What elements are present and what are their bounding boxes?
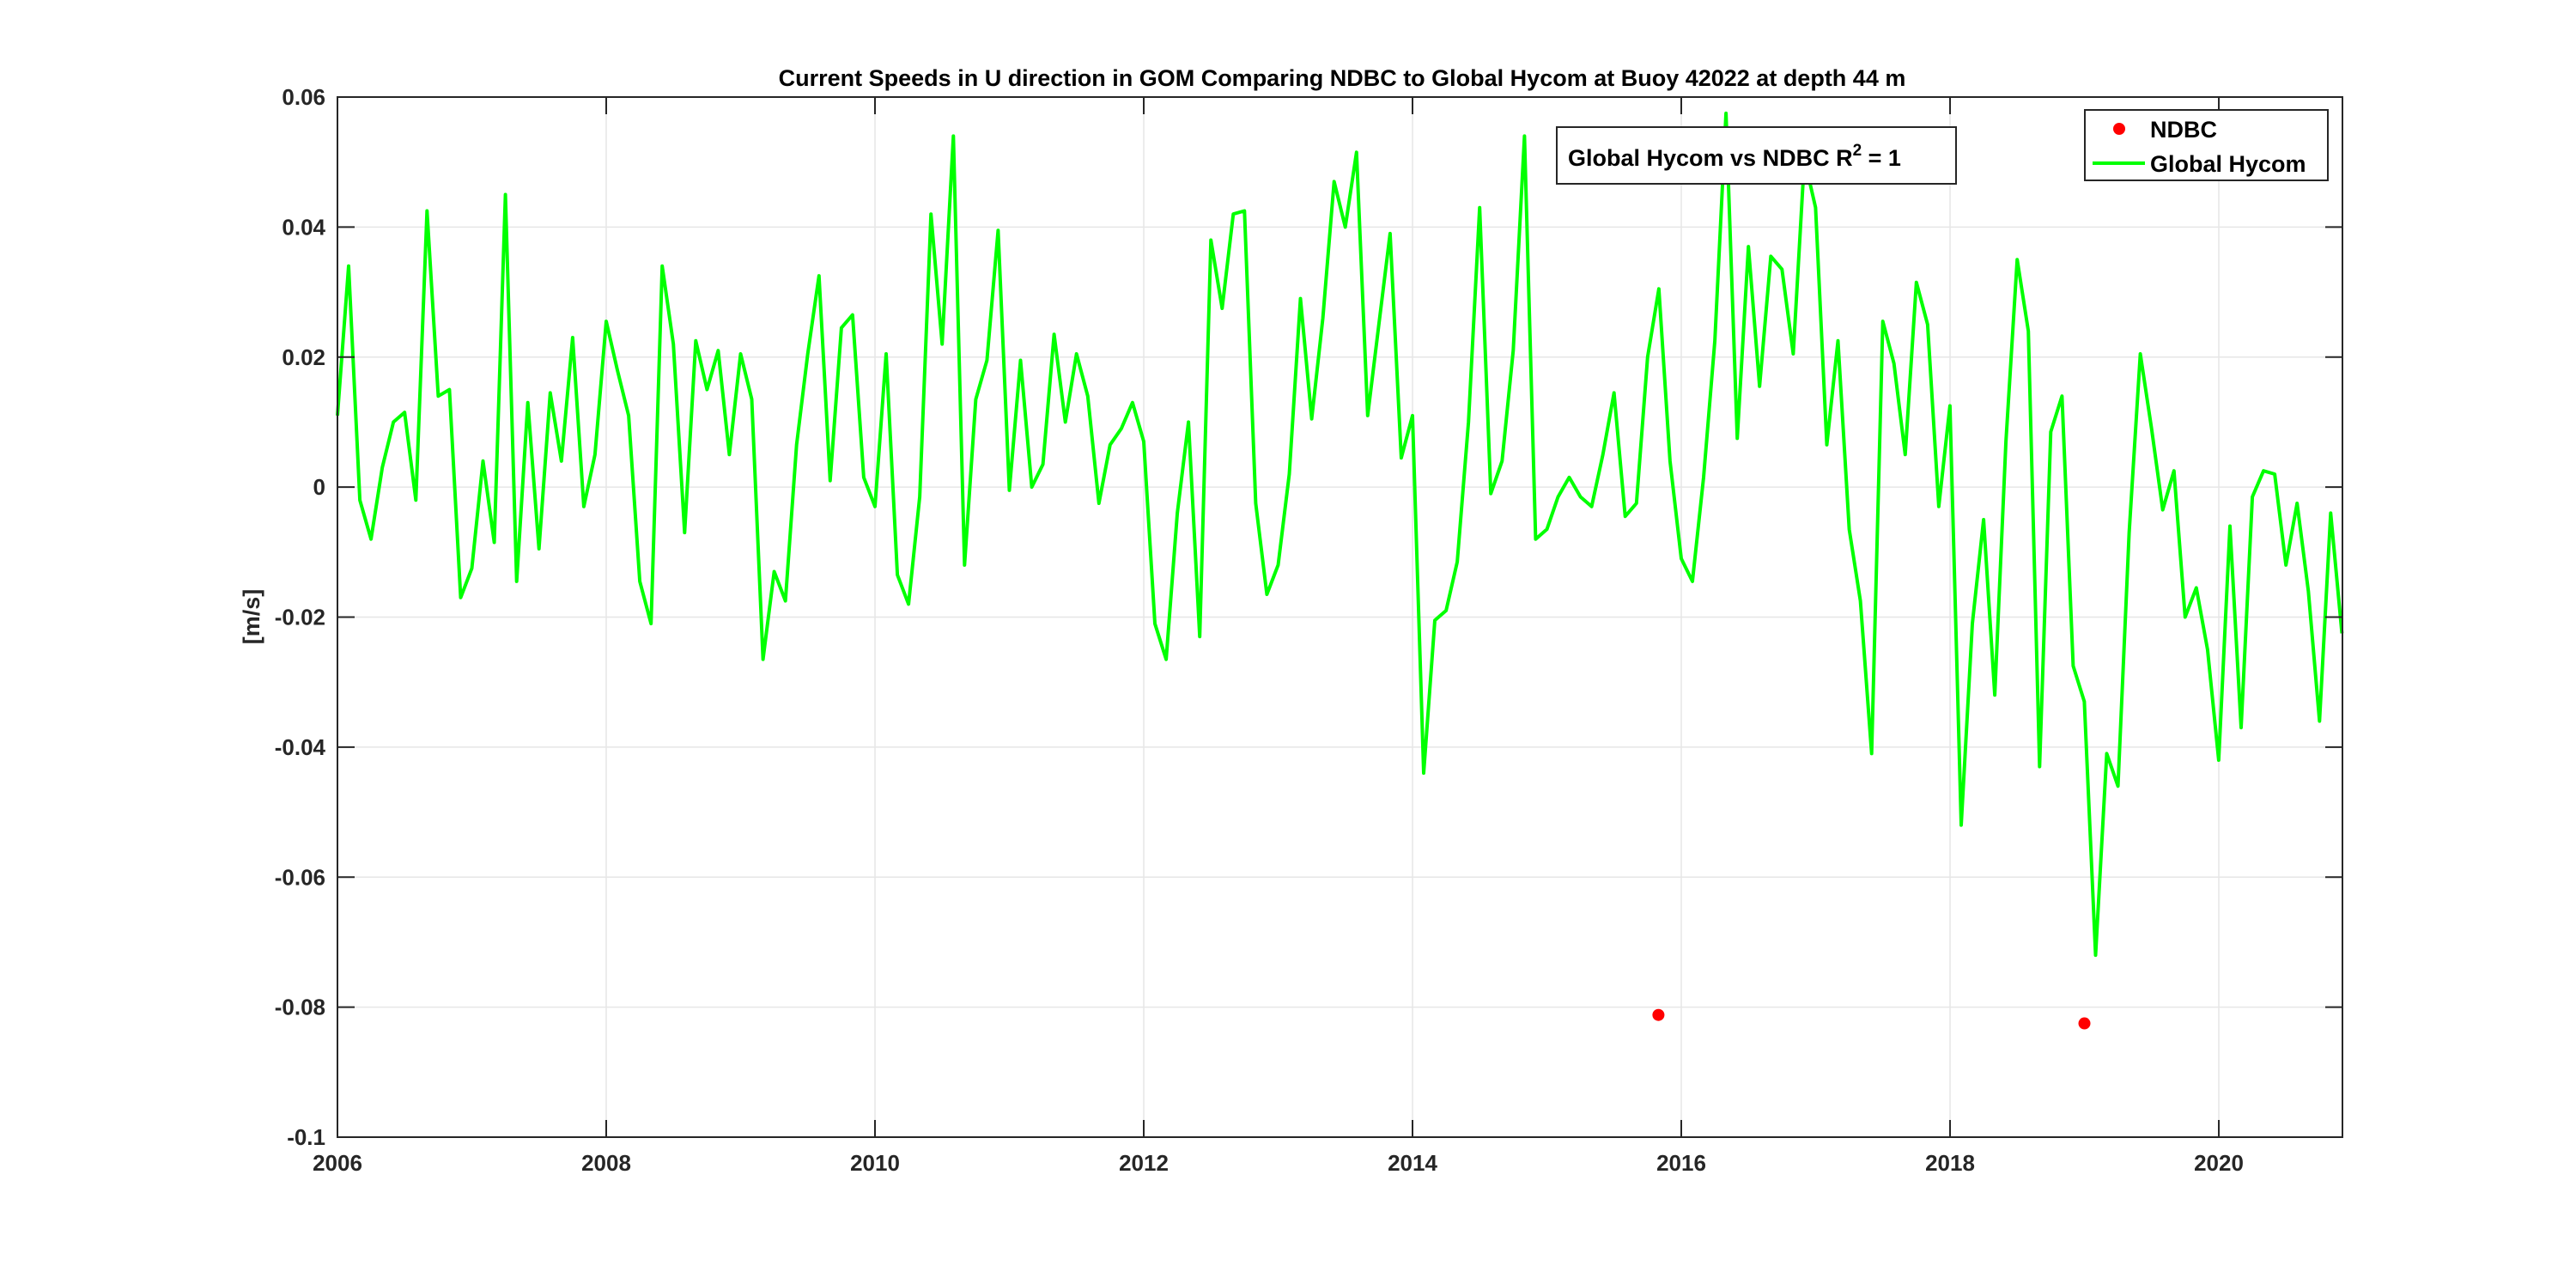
legend-label-global-hycom: Global Hycom [2150,151,2306,177]
ndbc-point [2078,1017,2091,1030]
x-axis-tick-labels: 2006 2008 2010 2012 2014 2016 2018 2020 [313,1150,2244,1176]
annotation-suffix: = 1 [1862,145,1901,171]
plot-area [336,96,2344,1138]
r-squared-annotation: Global Hycom vs NDBC R2 = 1 [1556,126,1957,185]
legend-ndbc-marker [2113,123,2125,135]
x-tick-label: 2020 [2194,1150,2244,1176]
annotation-prefix: Global Hycom vs NDBC R [1568,145,1853,171]
x-tick-label: 2008 [581,1150,631,1176]
x-tick-label: 2014 [1388,1150,1437,1176]
legend-box [2084,109,2329,181]
y-tick-label: 0.06 [282,84,325,110]
y-tick-label: 0 [313,474,325,500]
annotation-box [1556,126,1957,185]
y-tick-label: -0.1 [287,1124,325,1150]
x-tick-label: 2012 [1119,1150,1169,1176]
y-tick-label: 0.02 [282,344,325,370]
y-axis-label: [m/s] [239,589,264,645]
chart-title: Current Speeds in U direction in GOM Com… [779,65,1906,91]
axis-ticks [337,96,2342,1138]
annotation-superscript: 2 [1853,142,1862,160]
legend-label-ndbc: NDBC [2150,117,2217,143]
y-tick-label: -0.04 [275,734,326,760]
y-tick-label: -0.02 [275,605,325,630]
y-tick-label: 0.04 [282,214,325,240]
x-tick-label: 2016 [1656,1150,1706,1176]
ndbc-point [1652,1008,1665,1021]
y-tick-label: -0.06 [275,864,325,890]
annotation-text: Global Hycom vs NDBC R2 = 1 [1568,142,1901,171]
global-hycom-line [336,111,2344,958]
x-tick-label: 2010 [850,1150,900,1176]
series-layer [336,111,2344,1030]
x-tick-label: 2006 [313,1150,362,1176]
legend: NDBC Global Hycom [2084,109,2329,181]
y-axis-tick-labels: 0.06 0.04 0.02 0 -0.02 -0.04 -0.06 -0.08 -0.1 [275,84,326,1150]
x-tick-label: 2018 [1925,1150,1975,1176]
y-tick-label: -0.08 [275,995,325,1020]
